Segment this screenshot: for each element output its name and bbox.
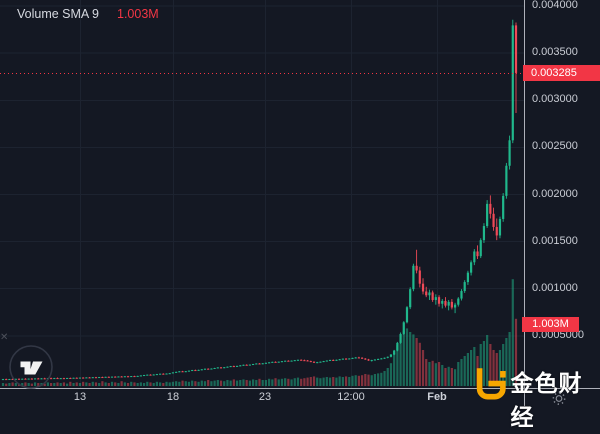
time-axis-label: Feb [427, 391, 447, 403]
volume-value-badge: 1.003M [522, 317, 579, 332]
logo-glyph-1 [20, 361, 31, 375]
price-axis-label: 0.001500 [532, 234, 578, 247]
sun-icon [551, 391, 567, 411]
indicator-legend[interactable]: Volume SMA 9 1.003M [17, 7, 159, 21]
jinse-watermark: 金色财经 [474, 366, 600, 434]
current-price-badge: 0.003285 [523, 65, 600, 81]
logo-circle [9, 345, 53, 389]
time-axis-label: 12:00 [337, 391, 365, 403]
jinse-logo-icon [476, 368, 506, 400]
logo-glyph-7 [28, 361, 43, 375]
price-axis-label: 0.001000 [532, 281, 578, 294]
price-axis-label: 0.002000 [532, 187, 578, 200]
price-axis-label: 0.003500 [532, 46, 578, 59]
price-axis-label: 0.004000 [532, 0, 578, 12]
time-axis-label: 18 [166, 391, 180, 403]
indicator-title: Volume SMA 9 [17, 7, 99, 21]
candlestick-chart-canvas[interactable] [0, 0, 600, 406]
time-axis[interactable]: 13 18 23 12:00 Feb [0, 389, 524, 406]
time-axis-label: 13 [73, 391, 87, 403]
price-axis-label: 0.003000 [532, 93, 578, 106]
time-axis-label: 23 [258, 391, 272, 403]
indicator-value: 1.003M [117, 7, 159, 21]
close-icon[interactable]: ✕ [0, 332, 9, 343]
tradingview-logo[interactable] [8, 344, 54, 395]
price-axis[interactable]: 0.004000 0.003500 0.003000 0.002500 0.002000… [525, 0, 600, 388]
price-axis-label: 0.002500 [532, 140, 578, 153]
